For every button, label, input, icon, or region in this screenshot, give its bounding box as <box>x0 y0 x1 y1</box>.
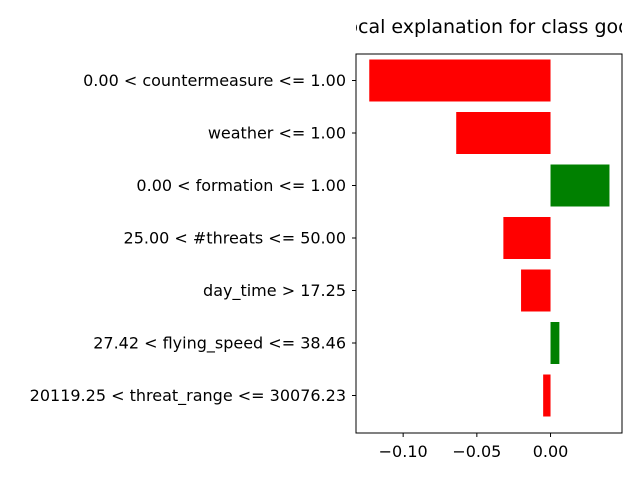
x-tick-label-0: −0.10 <box>379 442 428 461</box>
y-tick-label-6: 20119.25 < threat_range <= 30076.23 <box>30 386 346 406</box>
y-tick-label-5: 27.42 < flying_speed <= 38.46 <box>93 334 346 354</box>
y-tick-label-2: 0.00 < formation <= 1.00 <box>136 176 346 195</box>
x-tick-label-2: 0.00 <box>533 442 569 461</box>
y-tick-label-3: 25.00 < #threats <= 50.00 <box>124 229 346 248</box>
plot-frame <box>355 53 623 434</box>
y-tick-label-1: weather <= 1.00 <box>208 124 346 143</box>
x-axis-ticks: −0.10 −0.05 0.00 <box>379 433 569 461</box>
bar-4 <box>521 269 551 312</box>
x-tick-label-1: −0.05 <box>452 442 501 461</box>
bars-group <box>369 59 610 417</box>
y-tick-label-0: 0.00 < countermeasure <= 1.00 <box>83 71 346 90</box>
bar-5 <box>550 322 560 364</box>
bar-2 <box>550 164 610 207</box>
chart-title: Local explanation for class good <box>336 16 640 38</box>
bar-1 <box>456 112 551 154</box>
y-tick-label-4: day_time > 17.25 <box>203 281 346 301</box>
bar-3 <box>503 217 551 259</box>
y-axis-ticks: 0.00 < countermeasure <= 1.00 weather <= … <box>30 71 356 406</box>
bar-6 <box>543 374 551 417</box>
bar-0 <box>369 59 551 102</box>
